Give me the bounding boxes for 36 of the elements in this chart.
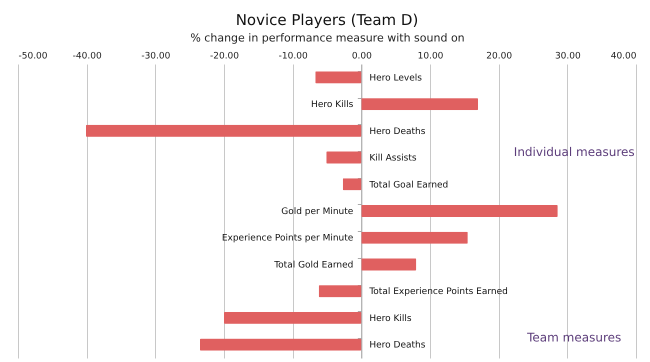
bar — [361, 98, 478, 110]
bar — [361, 232, 468, 244]
annotation: Team measures — [526, 330, 622, 344]
y-tick-label: Hero Deaths — [369, 126, 426, 137]
bar — [200, 338, 362, 351]
x-tick-label: -40.00 — [72, 52, 102, 62]
chart-title: Novice Players (Team D) — [236, 11, 418, 29]
y-tick-label: Experience Points per Minute — [222, 234, 354, 244]
bar — [326, 152, 362, 164]
bar — [224, 312, 362, 324]
x-tick-label: -50.00 — [18, 52, 48, 62]
x-axis-title: % change in performance measure with sound on — [190, 32, 465, 44]
x-tick-label: 30.00 — [554, 52, 581, 62]
y-tick-label: Hero Kills — [311, 100, 354, 110]
bar — [361, 204, 558, 218]
x-tick-label: -10.00 — [278, 52, 308, 62]
bar — [86, 124, 362, 137]
y-tick-label: Hero Deaths — [369, 340, 426, 351]
y-tick-label: Total Gold Earned — [273, 260, 354, 270]
x-tick-label: -20.00 — [210, 52, 240, 62]
bar — [361, 258, 416, 270]
x-tick-label: 20.00 — [486, 52, 512, 62]
y-tick-label: Kill Assists — [369, 154, 417, 164]
y-tick-label: Total Goal Earned — [368, 180, 448, 190]
x-tick-label: 40.00 — [610, 52, 637, 62]
y-tick-label: Hero Levels — [369, 73, 422, 84]
x-tick-label: -30.00 — [141, 52, 171, 62]
x-tick-label: 10.00 — [418, 52, 444, 62]
x-tick-label: 0.00 — [352, 52, 372, 62]
bar — [315, 71, 362, 84]
annotation: Individual measures — [514, 145, 635, 160]
y-tick-label: Total Experience Points Earned — [368, 287, 508, 298]
y-tick-label: Hero Kills — [369, 314, 412, 324]
y-tick-label: Gold per Minute — [281, 207, 354, 217]
bar — [342, 178, 362, 190]
bar — [318, 285, 362, 298]
